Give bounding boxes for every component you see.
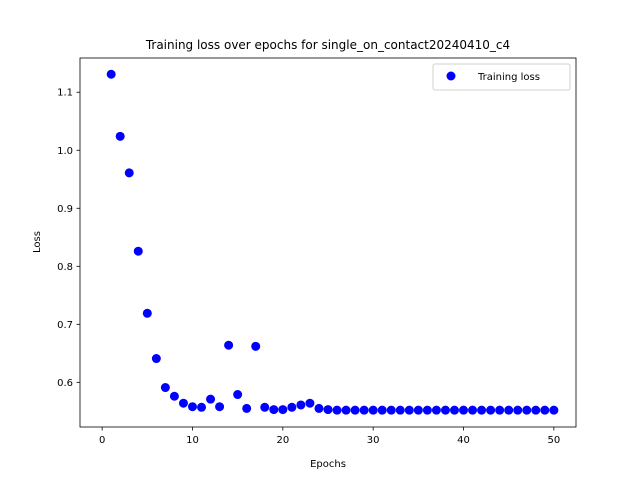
- data-point: [296, 400, 306, 410]
- data-point: [413, 405, 423, 415]
- y-tick-label: 1.0: [57, 146, 73, 157]
- y-tick-label: 0.8: [57, 262, 73, 273]
- data-point: [486, 405, 496, 415]
- data-point: [404, 405, 414, 415]
- data-point: [215, 402, 225, 412]
- x-tick-label: 0: [99, 435, 105, 446]
- data-point: [468, 405, 478, 415]
- data-point: [142, 308, 152, 318]
- data-point: [278, 405, 288, 415]
- x-tick-label: 50: [547, 435, 560, 446]
- data-point: [206, 394, 216, 404]
- plot-frame: [79, 57, 577, 428]
- data-point: [169, 391, 179, 401]
- data-point: [287, 402, 297, 412]
- data-point: [197, 402, 207, 412]
- data-point: [124, 168, 134, 178]
- data-point: [106, 69, 116, 79]
- data-point: [449, 405, 459, 415]
- chart-title: Training loss over epochs for single_on_…: [145, 38, 510, 52]
- data-point: [368, 405, 378, 415]
- data-point: [459, 405, 469, 415]
- data-point: [269, 405, 279, 415]
- data-point: [242, 403, 252, 413]
- y-tick-label: 0.6: [57, 378, 73, 389]
- data-point: [314, 403, 324, 413]
- data-point: [233, 390, 243, 400]
- data-point: [251, 341, 261, 351]
- data-point: [332, 405, 342, 415]
- legend-box: [432, 63, 571, 91]
- data-point: [431, 405, 441, 415]
- x-tick-label: 30: [367, 435, 380, 446]
- data-point: [522, 405, 532, 415]
- data-point: [549, 405, 559, 415]
- y-axis-label: Loss: [32, 231, 43, 253]
- y-tick-label: 0.9: [57, 204, 73, 215]
- data-point: [422, 405, 432, 415]
- data-point: [359, 405, 369, 415]
- data-point: [178, 398, 188, 408]
- legend: Training loss: [432, 63, 571, 91]
- data-point: [440, 405, 450, 415]
- x-tick-label: 10: [186, 435, 199, 446]
- axis-ticks: 0 10 20 30 40 50 0.6 0.7 0.8 0.9 1.0 1.1: [57, 88, 560, 446]
- data-point: [305, 398, 315, 408]
- data-point: [540, 405, 550, 415]
- data-point: [395, 405, 405, 415]
- y-tick-label: 1.1: [57, 88, 73, 99]
- data-point: [350, 405, 360, 415]
- x-tick-label: 40: [457, 435, 470, 446]
- legend-label: Training loss: [477, 72, 540, 83]
- data-point: [477, 405, 487, 415]
- x-axis-label: Epochs: [310, 459, 346, 470]
- data-point: [386, 405, 396, 415]
- data-point: [133, 246, 143, 256]
- data-point: [151, 354, 161, 364]
- x-tick-label: 20: [276, 435, 289, 446]
- data-point: [115, 131, 125, 141]
- data-point: [323, 405, 333, 415]
- data-point: [187, 402, 197, 412]
- y-tick-label: 0.7: [57, 320, 73, 331]
- data-point: [160, 383, 170, 393]
- data-point: [341, 405, 351, 415]
- data-points: [106, 69, 559, 415]
- data-point: [260, 402, 270, 412]
- data-point: [531, 405, 541, 415]
- data-point: [377, 405, 387, 415]
- legend-marker: [446, 71, 456, 81]
- data-point: [224, 340, 234, 350]
- data-point: [513, 405, 523, 415]
- data-point: [495, 405, 505, 415]
- data-point: [504, 405, 514, 415]
